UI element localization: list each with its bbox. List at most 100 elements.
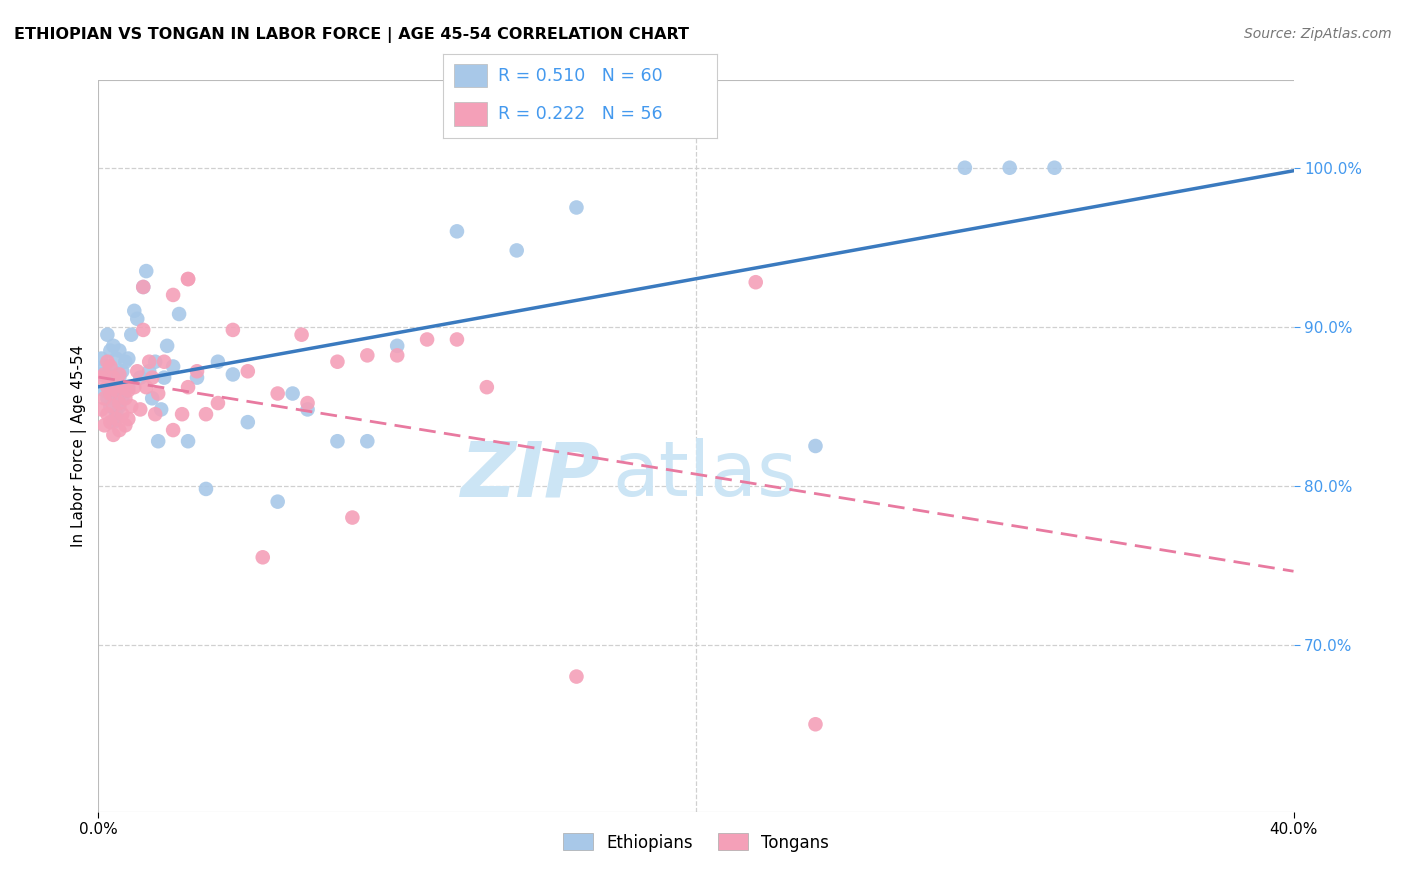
Point — [565, 201, 588, 215]
Point — [96, 392, 118, 406]
Point — [93, 418, 115, 433]
Point — [291, 327, 314, 342]
Point — [117, 412, 139, 426]
Bar — [454, 63, 486, 87]
Point — [143, 355, 166, 369]
Y-axis label: In Labor Force | Age 45-54: In Labor Force | Age 45-54 — [72, 345, 87, 547]
Point — [111, 392, 134, 406]
Point — [105, 407, 128, 421]
Point — [138, 355, 160, 369]
Point — [153, 370, 176, 384]
Point — [93, 392, 115, 406]
Point — [103, 370, 125, 384]
Point — [114, 355, 136, 369]
Point — [98, 343, 122, 358]
Point — [114, 418, 136, 433]
Point — [446, 224, 468, 238]
Point — [98, 415, 122, 429]
Text: R = 0.510   N = 60: R = 0.510 N = 60 — [498, 67, 662, 85]
Point — [96, 407, 118, 421]
Point — [281, 386, 304, 401]
Point — [117, 384, 139, 398]
Point — [356, 434, 378, 449]
Point — [127, 364, 149, 378]
Point — [207, 355, 229, 369]
Point — [326, 355, 349, 369]
Point — [132, 323, 155, 337]
Point — [135, 380, 157, 394]
Point — [236, 364, 259, 378]
Point — [90, 402, 112, 417]
Point — [96, 380, 118, 394]
Point — [342, 510, 364, 524]
Point — [120, 399, 142, 413]
Point — [385, 339, 409, 353]
Point — [143, 407, 166, 421]
Point — [141, 370, 163, 384]
Point — [127, 311, 149, 326]
Point — [108, 370, 131, 384]
Point — [129, 402, 152, 417]
Point — [90, 368, 112, 382]
Point — [93, 384, 115, 398]
Point — [222, 323, 245, 337]
Point — [105, 384, 128, 398]
Point — [1043, 161, 1066, 175]
Point — [186, 370, 208, 384]
Point — [111, 364, 134, 378]
Point — [117, 380, 139, 394]
Point — [565, 669, 588, 683]
Point — [111, 380, 134, 394]
Point — [162, 423, 184, 437]
Point — [222, 368, 245, 382]
Point — [267, 386, 290, 401]
Point — [105, 351, 128, 366]
Point — [93, 368, 115, 382]
Point — [98, 359, 122, 374]
Point — [105, 412, 128, 426]
Point — [207, 396, 229, 410]
Point — [103, 339, 125, 353]
Point — [120, 327, 142, 342]
Point — [98, 376, 122, 390]
Point — [177, 272, 200, 286]
Point — [162, 359, 184, 374]
Text: atlas: atlas — [613, 438, 797, 512]
Point — [103, 364, 125, 378]
Point — [105, 380, 128, 394]
Point — [114, 384, 136, 398]
Point — [506, 244, 529, 258]
Point — [446, 333, 468, 347]
Text: R = 0.222   N = 56: R = 0.222 N = 56 — [498, 104, 662, 123]
Point — [162, 288, 184, 302]
Point — [132, 280, 155, 294]
Point — [252, 550, 274, 565]
Point — [195, 482, 218, 496]
Point — [132, 280, 155, 294]
Point — [129, 370, 152, 384]
Point — [156, 339, 179, 353]
Point — [114, 392, 136, 406]
Point — [96, 368, 118, 382]
Text: ZIP: ZIP — [461, 438, 600, 512]
Point — [297, 402, 319, 417]
Point — [804, 717, 827, 731]
Point — [356, 348, 378, 362]
Point — [177, 272, 200, 286]
Point — [236, 415, 259, 429]
Point — [135, 264, 157, 278]
Point — [90, 351, 112, 366]
Point — [117, 351, 139, 366]
Point — [150, 402, 173, 417]
Point — [108, 399, 131, 413]
Point — [96, 327, 118, 342]
Legend: Ethiopians, Tongans: Ethiopians, Tongans — [557, 827, 835, 858]
Point — [167, 307, 190, 321]
Point — [416, 333, 439, 347]
Point — [177, 380, 200, 394]
Point — [172, 407, 194, 421]
Point — [267, 494, 290, 508]
Bar — [454, 102, 486, 126]
Point — [98, 399, 122, 413]
Point — [124, 303, 146, 318]
